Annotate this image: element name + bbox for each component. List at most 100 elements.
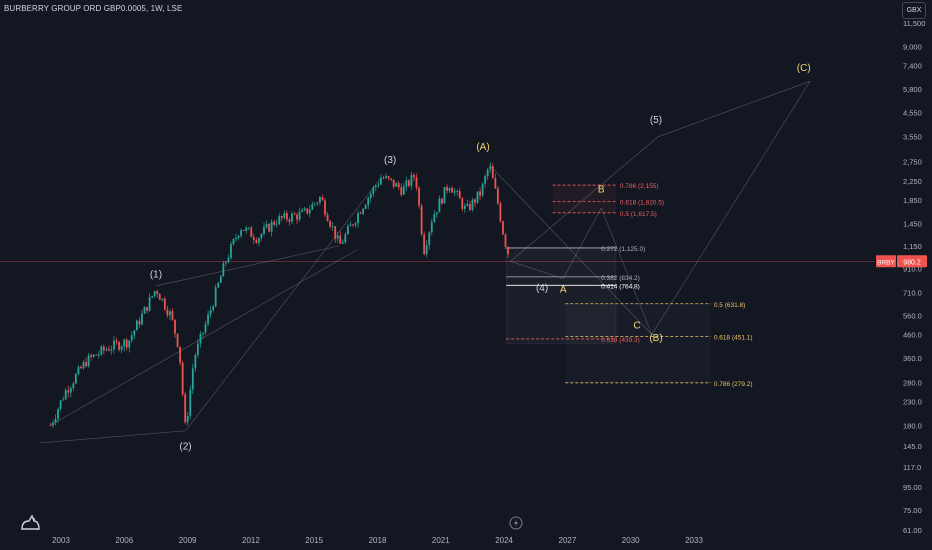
- candle-body: [430, 222, 433, 233]
- candle-body: [153, 291, 156, 297]
- candle-body: [230, 244, 232, 258]
- candle-body: [125, 339, 128, 348]
- candle-body: [321, 197, 324, 201]
- candle-body: [341, 242, 344, 244]
- candle-body: [242, 230, 245, 232]
- y-tick-label: 1,450: [903, 219, 922, 228]
- candle-body: [219, 276, 222, 283]
- lightning-icon[interactable]: [509, 516, 523, 530]
- candle-body: [451, 188, 454, 193]
- candle-body: [494, 178, 497, 189]
- candle-body: [496, 188, 499, 204]
- candle-body: [163, 298, 166, 310]
- candle-body: [87, 355, 90, 367]
- candle-body: [214, 287, 217, 307]
- candle-body: [359, 213, 362, 214]
- candle-body: [461, 198, 464, 209]
- candle-body: [484, 176, 487, 184]
- candle-body: [489, 166, 492, 170]
- x-tick-label: 2033: [685, 536, 703, 545]
- candle-body: [364, 205, 367, 209]
- wave-projection-line: [651, 81, 811, 335]
- candle-body: [326, 214, 329, 222]
- price-value-text: 980.2: [903, 259, 921, 266]
- candle-body: [204, 324, 207, 333]
- wave-projection-line: [562, 207, 602, 279]
- candle-body: [313, 203, 316, 205]
- wave-label-c: C: [633, 320, 640, 331]
- wave-projection-line: [510, 260, 564, 279]
- candle-body: [146, 306, 148, 311]
- candle-body: [303, 208, 306, 211]
- candle-body: [324, 200, 326, 215]
- y-tick-label: 61.00: [903, 526, 922, 535]
- candle-body: [250, 227, 253, 238]
- candle-body: [255, 239, 258, 243]
- candle-body: [247, 227, 250, 229]
- candle-body: [184, 394, 187, 423]
- candle-body: [296, 214, 298, 220]
- candle-body: [62, 399, 65, 401]
- candle-body: [387, 176, 390, 179]
- candle-body: [54, 418, 57, 423]
- candle-body: [301, 210, 304, 212]
- candle-body: [453, 191, 456, 193]
- tradingview-logo-icon: [21, 514, 40, 530]
- currency-button[interactable]: GBX: [902, 2, 926, 19]
- candle-body: [64, 390, 67, 400]
- x-tick-label: 2015: [305, 536, 323, 545]
- candle-body: [108, 349, 110, 351]
- wave-projection-line: [489, 164, 653, 335]
- candle-body: [52, 422, 54, 426]
- fib-level-label: 0.382 (834.2): [601, 275, 640, 282]
- candle-body: [235, 237, 237, 240]
- candle-body: [329, 221, 331, 227]
- y-tick-label: 560.0: [903, 311, 922, 320]
- y-tick-label: 4,550: [903, 109, 922, 118]
- candle-body: [265, 224, 268, 228]
- candle-body: [123, 339, 126, 347]
- fib-level-label: 0.618 (451.1): [714, 334, 753, 341]
- candle-body: [392, 179, 395, 187]
- candle-body: [207, 314, 209, 325]
- candle-body: [141, 313, 143, 325]
- candle-body: [100, 346, 103, 355]
- candle-body: [97, 354, 100, 356]
- candle-body: [476, 191, 479, 203]
- candle-body: [438, 198, 441, 213]
- symbol-title: BURBERRY GROUP ORD GBP0.0005, 1W, LSE: [4, 4, 183, 13]
- candle-body: [352, 224, 354, 226]
- candle-body: [278, 216, 281, 225]
- wave-projection-line: [600, 207, 653, 335]
- candle-body: [344, 234, 347, 243]
- candle-body: [293, 213, 296, 215]
- candle-body: [283, 213, 286, 218]
- candle-body: [263, 227, 265, 234]
- candle-body: [298, 211, 301, 220]
- wave-label-3: (3): [384, 155, 396, 166]
- y-tick-label: 2,750: [903, 157, 922, 166]
- candle-body: [474, 199, 476, 203]
- candle-body: [354, 223, 357, 226]
- candle-body: [130, 335, 133, 341]
- candle-body: [120, 346, 123, 350]
- candle-body: [418, 187, 420, 206]
- x-tick-label: 2030: [622, 536, 640, 545]
- candle-body: [92, 354, 95, 357]
- y-tick-label: 95.00: [903, 483, 922, 492]
- candle-body: [95, 354, 98, 356]
- candle-body: [138, 320, 141, 325]
- candle-body: [224, 261, 227, 264]
- candle-body: [395, 183, 398, 187]
- candle-body: [288, 219, 291, 222]
- x-tick-label: 2009: [179, 536, 197, 545]
- candle-body: [346, 226, 349, 235]
- candle-body: [443, 186, 446, 204]
- fib-level-label: 0.618 (439.3): [601, 337, 640, 344]
- fib-level-label: 0.5 (631.8): [714, 302, 745, 309]
- fib-level-label: 0.5 (1,617.5): [620, 211, 657, 218]
- candle-body: [143, 306, 146, 314]
- fib-zone-box: [505, 247, 617, 344]
